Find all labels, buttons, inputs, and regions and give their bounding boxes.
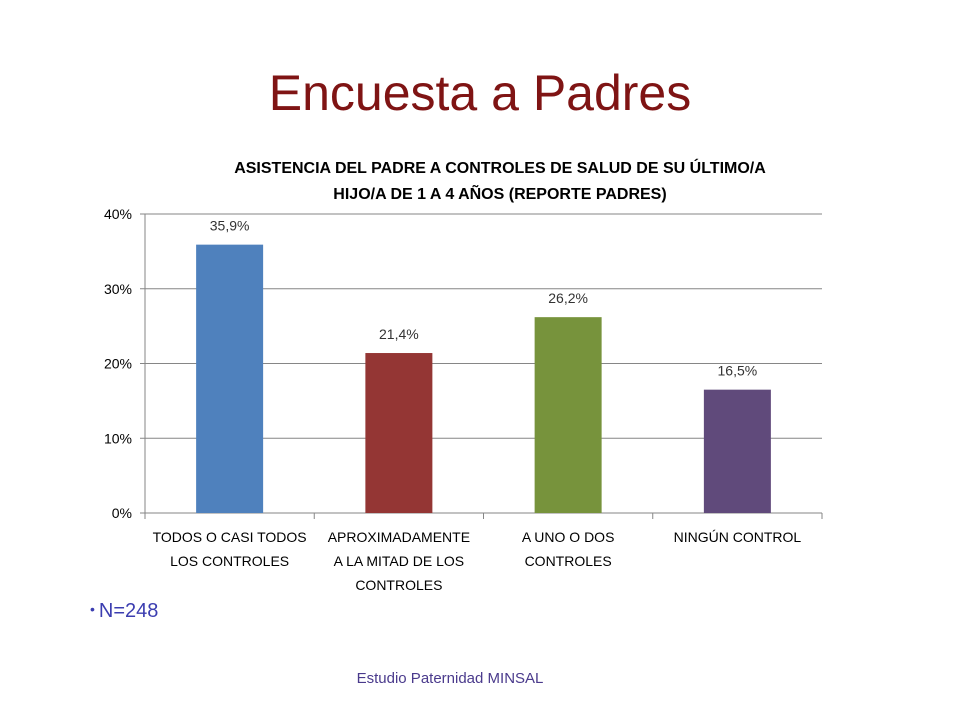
bar-3	[703, 389, 771, 513]
category-label-2: A UNO O DOS	[522, 529, 615, 545]
category-label-0: LOS CONTROLES	[170, 553, 289, 569]
chart-title: ASISTENCIA DEL PADRE A CONTROLES DE SALU…	[190, 156, 810, 208]
category-label-1: CONTROLES	[355, 577, 442, 593]
sample-size-bullet: • N=248	[90, 600, 158, 623]
category-label-1: APROXIMADAMENTE	[328, 529, 470, 545]
y-tick-label: 10%	[104, 430, 132, 446]
y-tick-label: 30%	[104, 281, 132, 297]
footer-source: Estudio Paternidad MINSAL	[356, 670, 544, 687]
category-label-1: A LA MITAD DE LOS	[334, 553, 464, 569]
y-tick-label: 20%	[104, 356, 132, 372]
y-tick-label: 40%	[104, 206, 132, 222]
bar-1	[365, 353, 433, 513]
category-label-2: CONTROLES	[525, 553, 612, 569]
data-label-2: 26,2%	[548, 290, 588, 306]
category-label-0: TODOS O CASI TODOS	[153, 529, 307, 545]
bullet-dot-icon: •	[90, 601, 95, 617]
sample-size-text: N=248	[98, 600, 159, 622]
y-tick-label: 0%	[112, 505, 132, 521]
chart-title-line-2: HIJO/A DE 1 A 4 AÑOS (REPORTE PADRES)	[333, 186, 667, 203]
bar-0	[196, 244, 264, 513]
slide-title: Encuesta a Padres	[268, 65, 692, 121]
data-label-0: 35,9%	[210, 218, 250, 234]
data-label-1: 21,4%	[379, 326, 419, 342]
chart-title-line-1: ASISTENCIA DEL PADRE A CONTROLES DE SALU…	[234, 160, 766, 177]
category-label-3: NINGÚN CONTROL	[674, 529, 802, 545]
bar-2	[534, 317, 602, 513]
data-label-3: 16,5%	[718, 363, 758, 379]
